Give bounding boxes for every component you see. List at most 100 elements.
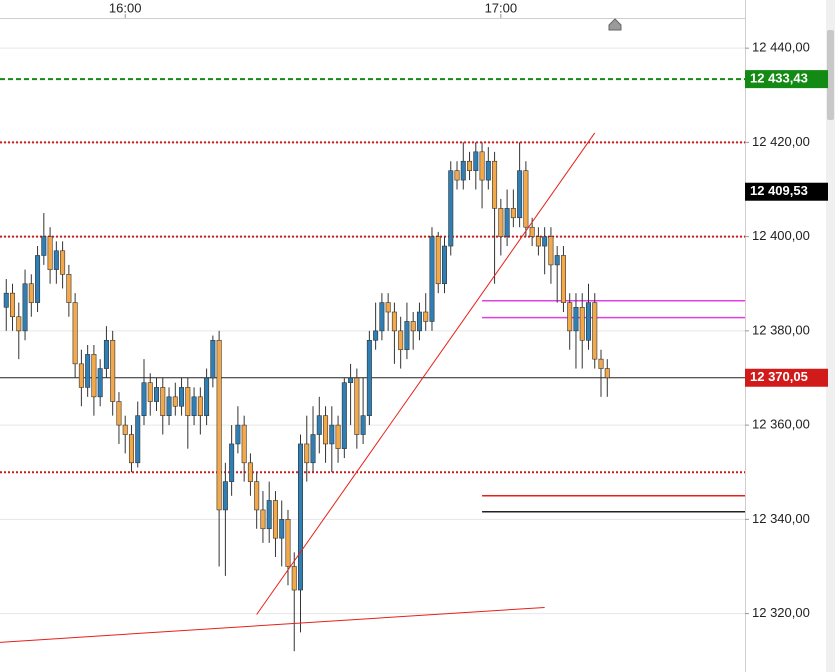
y-tick-label: 12 360,00 bbox=[752, 417, 810, 432]
candle-body bbox=[441, 245, 447, 285]
y-tick-label: 12 320,00 bbox=[752, 605, 810, 620]
candle-body bbox=[91, 354, 97, 398]
candle-body bbox=[473, 151, 479, 171]
candle-body bbox=[116, 401, 122, 426]
candle-body bbox=[366, 339, 372, 416]
candle-body bbox=[272, 500, 278, 539]
candle-body bbox=[160, 387, 166, 416]
scrollbar-thumb[interactable] bbox=[827, 30, 834, 120]
candle-body bbox=[279, 519, 285, 539]
candle-body bbox=[66, 274, 72, 303]
candle-body bbox=[191, 396, 197, 416]
candle-body bbox=[310, 434, 316, 464]
candle-body bbox=[210, 339, 216, 379]
candle-body bbox=[429, 236, 435, 322]
candle-body bbox=[204, 377, 210, 416]
candle-body bbox=[135, 415, 141, 464]
candle-body bbox=[179, 387, 185, 407]
price-label: 12 433,43 bbox=[750, 71, 808, 86]
candle-body bbox=[560, 255, 566, 303]
candle-body bbox=[335, 424, 341, 449]
candle-body bbox=[78, 363, 84, 388]
price-label-box bbox=[745, 182, 828, 201]
candle-body bbox=[585, 302, 591, 341]
price-label-box bbox=[745, 368, 828, 387]
y-tick-label: 12 340,00 bbox=[752, 511, 810, 526]
candle-body bbox=[435, 236, 441, 285]
candle-body bbox=[460, 160, 466, 181]
candle-body bbox=[592, 302, 598, 360]
candle-body bbox=[579, 307, 585, 341]
candle-body bbox=[3, 292, 9, 308]
candle-body bbox=[197, 396, 203, 416]
candle-body bbox=[216, 339, 222, 511]
price-label: 12 409,53 bbox=[750, 183, 808, 198]
y-tick-label: 12 420,00 bbox=[752, 134, 810, 149]
candle-body bbox=[485, 160, 491, 181]
candle-body bbox=[53, 250, 59, 270]
candle-body bbox=[28, 283, 34, 303]
candle-body bbox=[523, 170, 529, 228]
candle-body bbox=[341, 382, 347, 449]
scrollbar[interactable] bbox=[826, 0, 835, 672]
candle-body bbox=[247, 462, 253, 482]
candle-body bbox=[360, 415, 366, 435]
candle-body bbox=[348, 377, 354, 383]
candle-body bbox=[298, 443, 304, 591]
candle-body bbox=[323, 415, 329, 445]
candle-body bbox=[492, 160, 498, 209]
candle-body bbox=[229, 443, 235, 482]
y-tick-label: 12 400,00 bbox=[752, 228, 810, 243]
candle-body bbox=[110, 339, 116, 402]
candle-body bbox=[467, 160, 473, 171]
candle-body bbox=[373, 330, 379, 341]
home-icon[interactable] bbox=[608, 18, 622, 31]
candle-body bbox=[385, 302, 391, 313]
candle-body bbox=[22, 283, 28, 332]
candle-body bbox=[329, 424, 335, 445]
candle-body bbox=[498, 208, 504, 237]
candle-body bbox=[398, 330, 404, 351]
x-tick-label: 17:00 bbox=[485, 0, 518, 15]
candle-body bbox=[304, 443, 310, 464]
candle-body bbox=[172, 396, 178, 407]
candle-body bbox=[260, 509, 266, 530]
candle-body bbox=[72, 302, 78, 365]
candle-body bbox=[16, 316, 22, 332]
candle-body bbox=[423, 311, 429, 322]
candle-body bbox=[573, 307, 579, 332]
candle-body bbox=[266, 500, 272, 530]
candle-body bbox=[85, 354, 91, 388]
candle-body bbox=[41, 236, 47, 256]
trendline bbox=[256, 132, 596, 615]
candle-body bbox=[479, 151, 485, 181]
candle-body bbox=[510, 208, 516, 219]
candle-body bbox=[391, 311, 397, 332]
candle-body bbox=[416, 311, 422, 332]
candle-body bbox=[554, 255, 560, 266]
x-tick-label: 16:00 bbox=[109, 0, 142, 15]
candle-body bbox=[222, 481, 228, 511]
candle-body bbox=[316, 415, 322, 435]
candle-body bbox=[598, 358, 604, 369]
candle-body bbox=[404, 321, 410, 351]
candle-body bbox=[97, 368, 103, 398]
candle-body bbox=[235, 424, 241, 445]
candle-body bbox=[128, 434, 134, 464]
candle-body bbox=[10, 292, 16, 318]
price-label: 12 370,05 bbox=[750, 369, 808, 384]
candle-body bbox=[122, 424, 128, 435]
candle-body bbox=[60, 250, 66, 275]
candle-body bbox=[103, 339, 109, 369]
candle-body bbox=[529, 226, 535, 237]
candle-body bbox=[410, 321, 416, 332]
candle-body bbox=[154, 387, 160, 402]
candle-body bbox=[354, 377, 360, 435]
candle-body bbox=[567, 302, 573, 332]
candle-body bbox=[517, 170, 523, 219]
candle-body bbox=[454, 170, 460, 181]
candle-body bbox=[291, 566, 297, 591]
trendline bbox=[0, 606, 545, 643]
